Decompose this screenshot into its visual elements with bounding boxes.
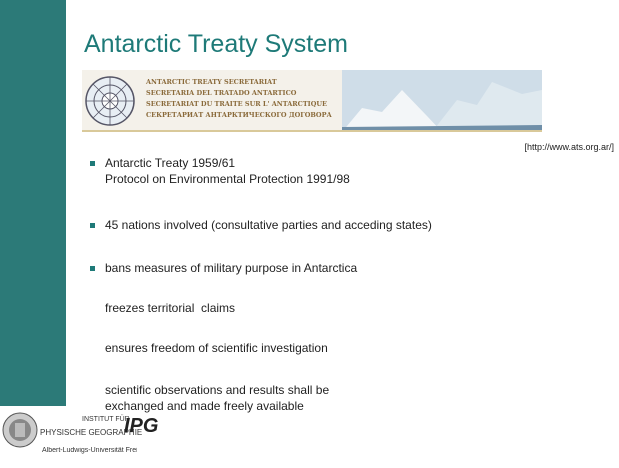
logo-abbr: IPG <box>124 415 158 438</box>
side-bar <box>0 0 66 406</box>
item-text: scientific observations and results shal… <box>105 382 329 398</box>
item-text: freezes territorial claims <box>105 300 235 316</box>
item-text: exchanged and made freely available <box>105 398 304 414</box>
source-link: [http://www.ats.org.ar/] <box>524 142 614 152</box>
item-text: 45 nations involved (consultative partie… <box>105 217 432 233</box>
banner-line: ANTARCTIC TREATY SECRETARIAT <box>146 78 277 86</box>
bullet <box>90 266 95 271</box>
banner: ANTARCTIC TREATY SECRETARIAT SECRETARIA D… <box>82 70 542 132</box>
seal <box>2 410 38 450</box>
banner-line: SECRETARIA DEL TRATADO ANTARTICO <box>146 89 296 97</box>
item-text: bans measures of military purpose in Ant… <box>105 260 357 276</box>
item-text: Protocol on Environmental Protection 199… <box>105 171 350 187</box>
logo-university: Albert-Ludwigs-Universität Freiburg <box>42 447 137 454</box>
item-text: Antarctic Treaty 1959/61 <box>105 155 235 171</box>
slide: Antarctic Treaty System ANTARCTIC TREATY… <box>0 0 619 468</box>
banner-line: СЕКРЕТАРИАТ АНТАРКТИЧЕСКОГО ДОГОВОРА <box>146 111 332 119</box>
bullet <box>90 161 95 166</box>
item-text: ensures freedom of scientific investigat… <box>105 340 328 356</box>
bullet <box>90 223 95 228</box>
logo-prefix: INSTITUT FÜR <box>82 416 130 423</box>
banner-line: SECRETARIAT DU TRAITE SUR L' ANTARCTIQUE <box>146 100 327 108</box>
slide-title: Antarctic Treaty System <box>84 30 348 59</box>
